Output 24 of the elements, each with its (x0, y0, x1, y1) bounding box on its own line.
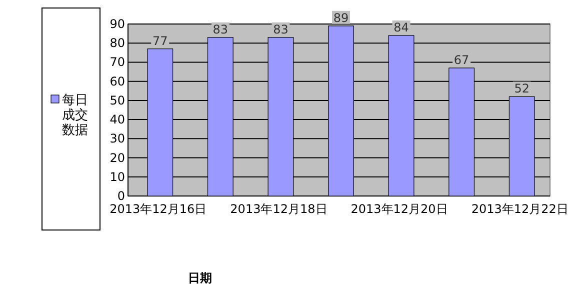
data-label: 52 (514, 82, 530, 96)
x-tick-label: 2013年12月16日 (110, 202, 207, 216)
y-tick-label: 20 (110, 150, 125, 165)
x-tick-label: 2013年12月22日 (471, 202, 568, 216)
y-tick-label: 60 (110, 74, 125, 88)
y-tick-label: 50 (110, 93, 125, 108)
y-tick-label: 10 (110, 170, 125, 184)
x-tick-label: 2013年12月18日 (230, 202, 328, 216)
y-tick-label: 80 (110, 36, 125, 50)
data-label: 77 (152, 34, 168, 48)
data-label: 83 (273, 22, 288, 36)
y-tick-label: 0 (117, 189, 125, 203)
x-axis-title: 日期 (188, 271, 212, 285)
legend-label: 每日成交数据 (62, 93, 88, 138)
data-label: 67 (454, 52, 470, 67)
data-label: 83 (212, 22, 228, 36)
data-label: 89 (333, 10, 349, 25)
x-tick-label: 2013年12月20日 (350, 202, 448, 216)
y-tick-label: 30 (110, 132, 125, 146)
legend: 每日成交数据 (50, 93, 88, 138)
y-tick-label: 70 (110, 55, 125, 70)
y-tick-label: 90 (110, 17, 125, 31)
y-tick-label: 40 (110, 112, 125, 127)
data-label: 84 (394, 20, 409, 34)
